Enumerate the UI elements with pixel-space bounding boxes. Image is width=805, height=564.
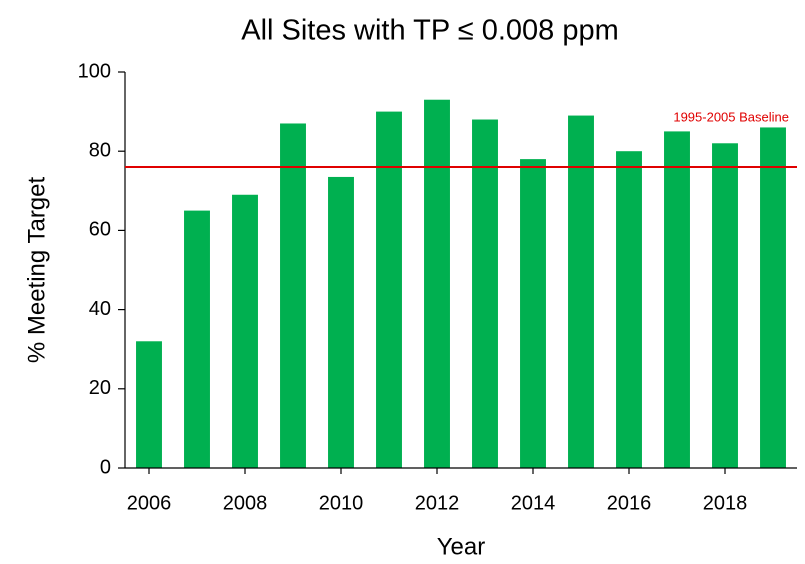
bar [568, 115, 594, 468]
bar [328, 176, 354, 468]
bar [520, 159, 546, 468]
x-axis-label: Year [437, 533, 486, 560]
bar [472, 119, 498, 469]
bar [376, 111, 402, 468]
x-tick-label: 2008 [223, 492, 268, 514]
bar [232, 194, 258, 468]
y-tick-label: 80 [89, 139, 111, 161]
x-tick-label: 2016 [607, 492, 652, 514]
bar [760, 127, 786, 468]
y-axis-label: % Meeting Target [23, 177, 50, 364]
y-tick-label: 60 [89, 219, 111, 241]
bar [184, 210, 210, 468]
chart-title: All Sites with TP ≤ 0.008 ppm [241, 15, 619, 47]
x-tick-label: 2014 [511, 492, 556, 514]
x-tick-label: 2018 [703, 492, 748, 514]
y-tick-label: 20 [89, 377, 111, 399]
x-tick-label: 2010 [319, 492, 364, 514]
y-tick-label: 100 [78, 60, 111, 82]
y-tick-label: 40 [89, 298, 111, 320]
bar [664, 131, 690, 468]
y-tick-label: 0 [100, 456, 111, 478]
baseline-label: 1995-2005 Baseline [673, 109, 789, 124]
bar [616, 151, 642, 468]
bar [424, 99, 450, 468]
bar [280, 123, 306, 468]
bar [136, 341, 162, 468]
bar [712, 143, 738, 468]
x-tick-label: 2006 [127, 492, 172, 514]
x-tick-label: 2012 [415, 492, 460, 514]
